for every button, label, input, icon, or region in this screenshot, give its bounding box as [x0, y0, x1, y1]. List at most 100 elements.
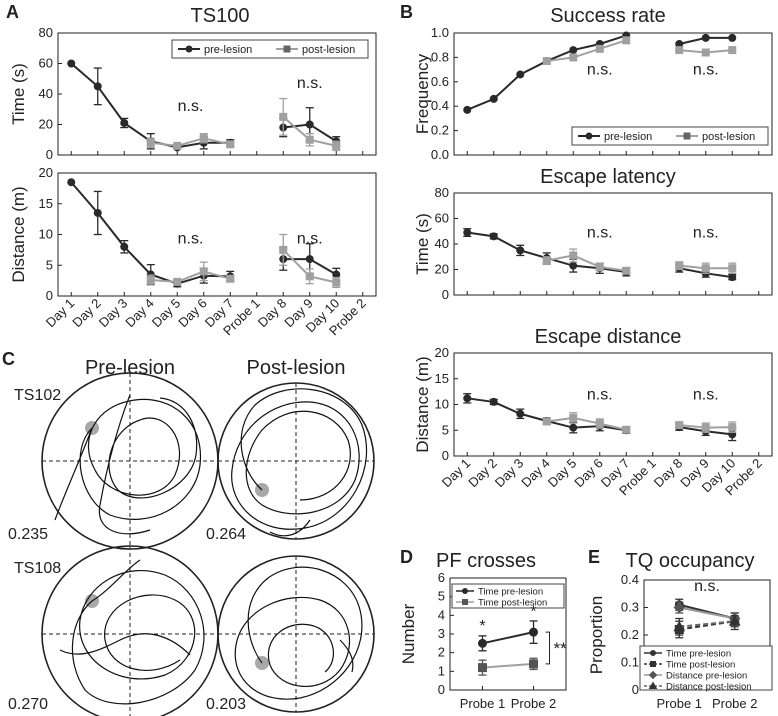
series-line [482, 662, 534, 669]
data-point [305, 120, 314, 129]
data-point [529, 627, 539, 637]
y-tick-label: 20 [435, 345, 449, 360]
ns-annotation: n.s. [178, 98, 204, 115]
x-tick-label: Day 2 [465, 456, 500, 491]
data-point [622, 36, 631, 45]
series-post-lesion [146, 233, 341, 289]
data-point [199, 267, 208, 276]
data-point [516, 70, 525, 79]
y-tick-label: 60 [435, 211, 449, 226]
y-tick-label: 15 [39, 196, 53, 211]
y-tick-label: 5 [46, 257, 53, 272]
panel-letter-b: B [400, 2, 413, 22]
y-tick-label: 0.1 [621, 655, 639, 670]
data-point [120, 242, 129, 251]
y-tick-label: 0.2 [431, 123, 449, 138]
series-time-pre-lesion [477, 620, 539, 652]
occupancy-value: 0.235 [8, 526, 48, 543]
series-post-lesion [542, 412, 737, 434]
x-tick-label: Day 4 [518, 456, 553, 491]
series-line [546, 416, 627, 431]
series-line [150, 137, 231, 147]
legend-label: Time pre-lesion [478, 587, 543, 598]
series-line [150, 270, 231, 283]
ns-annotation: n.s. [587, 225, 613, 242]
data-point [569, 261, 578, 270]
x-tick-label: Day 5 [149, 296, 184, 331]
ns-annotation: n.s. [297, 231, 323, 248]
ns-annotation: n.s. [693, 225, 719, 242]
y-tick-label: 40 [435, 236, 449, 251]
x-tick-label: Day 8 [255, 296, 290, 331]
y-tick-label: 0.6 [431, 74, 449, 89]
y-tick-label: 20 [435, 262, 449, 277]
data-point [279, 112, 288, 121]
data-point [728, 273, 737, 282]
data-point [516, 246, 525, 255]
data-point [173, 277, 182, 286]
data-point [622, 266, 631, 275]
y-tick-label: 20 [39, 117, 53, 132]
data-point [569, 46, 578, 55]
data-point [463, 105, 472, 114]
data-point [675, 46, 684, 55]
data-point [650, 661, 656, 667]
chart-title: Escape latency [540, 166, 676, 188]
series-line [679, 620, 735, 631]
data-point [279, 245, 288, 254]
ns-annotation: n.s. [693, 61, 719, 78]
ns-annotation: n.s. [297, 75, 323, 92]
track-col-title-pre: Pre-lesion [85, 357, 175, 379]
y-tick-label: 0.4 [431, 98, 449, 113]
data-point [622, 425, 631, 434]
data-point [332, 141, 341, 150]
legend-label: Time pre-lesion [666, 649, 731, 660]
ns-annotation: n.s. [694, 578, 720, 595]
chart-e-tq-occupancy: 0 0.1 0.2 0.3 0.4 Probe 1 Probe 2 TQ occupancy P… [587, 550, 773, 711]
chart-b-escape-latency: 0 20 40 60 80 Escape latency Time (s) n.s. n.s. [413, 166, 773, 302]
y-axis-label: Distance (m) [9, 186, 28, 282]
legend-label: post-lesion [702, 131, 755, 143]
series-line [482, 631, 534, 645]
data-point [477, 638, 487, 648]
y-tick-label: 15 [435, 371, 449, 386]
y-tick-label: 10 [435, 397, 449, 412]
series-line [546, 39, 627, 63]
series-post-lesion [542, 248, 737, 275]
y-axis-label: Proportion [587, 596, 606, 674]
series-line [679, 620, 735, 628]
data-point [701, 48, 710, 57]
x-tick-label: Probe 1 [460, 696, 506, 711]
y-tick-label: 0.4 [621, 572, 639, 587]
legend-label: post-lesion [302, 44, 355, 56]
data-point [648, 670, 658, 680]
legend-box [171, 39, 369, 59]
legend-label: Time post-lesion [666, 660, 735, 671]
legend-label: pre-lesion [604, 131, 652, 143]
significance-double-star: ** [554, 639, 568, 658]
x-tick-label: Probe 2 [712, 696, 758, 711]
data-point [477, 663, 487, 673]
x-tick-label: Probe 2 [511, 696, 557, 711]
data-point [542, 57, 551, 66]
data-point [199, 134, 208, 143]
swim-path [54, 394, 202, 535]
occupancy-value: 0.264 [206, 526, 246, 543]
y-axis-label: Time (s) [9, 63, 28, 125]
y-tick-label: 5 [438, 589, 445, 604]
data-point [462, 599, 468, 605]
data-point [569, 413, 578, 422]
data-point [489, 94, 498, 103]
mouse-label-ts102: TS102 [14, 387, 61, 404]
x-tick-label: Day 3 [96, 296, 131, 331]
y-axis-label: Number [399, 603, 418, 664]
y-tick-label: 3 [438, 626, 445, 641]
y-tick-label: 0 [46, 288, 53, 303]
y-tick-label: 1 [438, 663, 445, 678]
data-point [650, 650, 656, 656]
data-point [595, 262, 604, 271]
